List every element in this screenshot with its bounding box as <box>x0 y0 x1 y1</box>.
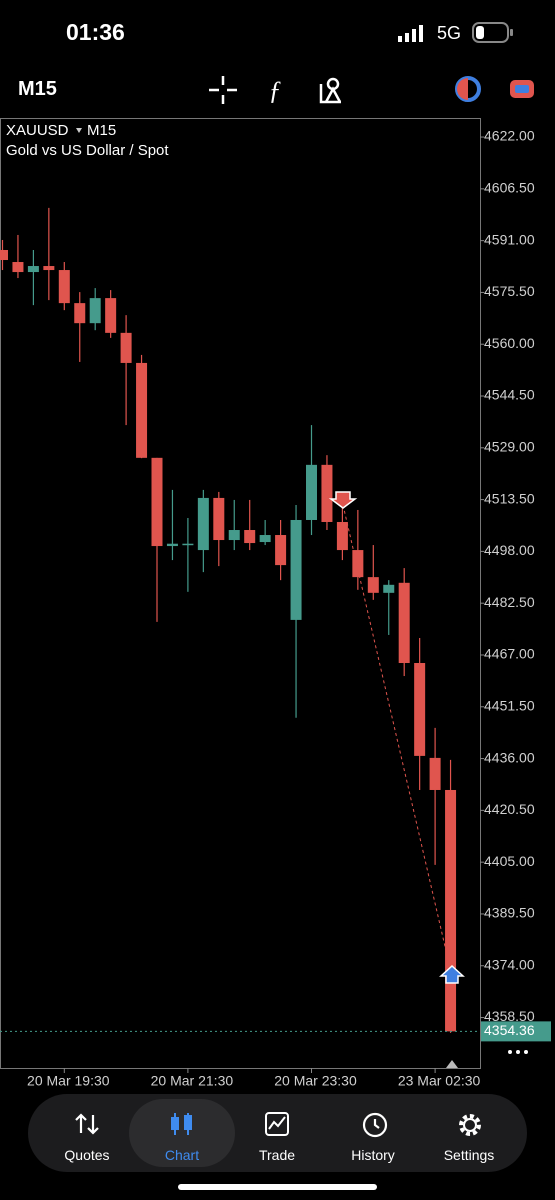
y-tick-label: 4622.00 <box>484 128 535 144</box>
candle-body <box>12 262 24 273</box>
candle-body <box>213 497 225 541</box>
chart-timeframe: M15 <box>87 122 116 139</box>
buy-marker <box>439 964 465 984</box>
nav-chart[interactable]: Chart <box>129 1099 235 1167</box>
y-tick-label: 4467.00 <box>484 646 535 662</box>
signal-icon <box>398 25 423 42</box>
nav-label: Trade <box>258 1147 296 1163</box>
objects-icon[interactable] <box>319 77 342 104</box>
network: 5G <box>437 23 462 43</box>
x-tick-label: 20 Mar 19:30 <box>27 1073 110 1089</box>
candle-body <box>228 530 240 541</box>
candle-body <box>151 457 163 547</box>
y-tick-label: 4374.00 <box>484 956 535 972</box>
y-tick-label: 4606.50 <box>484 180 535 196</box>
candle-body <box>182 543 194 546</box>
candle-body <box>306 464 317 520</box>
trade-icon[interactable] <box>510 80 534 98</box>
candle-body <box>105 298 117 333</box>
nav-label: History <box>351 1147 395 1163</box>
x-tick-label: 20 Mar 23:30 <box>274 1073 357 1089</box>
scroll-marker[interactable] <box>446 1060 458 1068</box>
candle-body <box>445 789 457 1032</box>
battery-icon <box>472 22 513 43</box>
candle-body <box>321 464 333 522</box>
trade-icon <box>265 1112 289 1136</box>
bottom-nav: Quotes Chart Trade History Settings <box>28 1094 527 1172</box>
candle-body <box>58 270 70 304</box>
history-icon <box>362 1112 388 1138</box>
candle-body <box>414 663 426 756</box>
y-tick-label: 4482.50 <box>484 594 535 610</box>
candle-body <box>27 266 39 273</box>
y-tick-label: 4389.50 <box>484 905 535 921</box>
indicator-icon[interactable]: ƒ <box>269 76 282 105</box>
y-tick-label: 4529.00 <box>484 439 535 455</box>
candle-body <box>244 530 256 544</box>
y-tick-label: 4513.50 <box>484 490 535 506</box>
x-tick-label: 23 Mar 02:30 <box>398 1073 481 1089</box>
candle-body <box>43 266 55 271</box>
candle-body <box>120 332 132 363</box>
more-icon[interactable] <box>508 1050 528 1054</box>
nav-label: Chart <box>164 1147 200 1163</box>
candle-body <box>259 535 271 543</box>
x-tick-label: 20 Mar 21:30 <box>151 1073 234 1089</box>
y-tick-label: 4420.50 <box>484 801 535 817</box>
sell-marker <box>328 491 358 509</box>
y-tick-label: 4544.50 <box>484 387 535 403</box>
y-tick-label: 4405.00 <box>484 853 535 869</box>
candle-body <box>166 543 178 547</box>
nav-quotes[interactable]: Quotes <box>34 1099 140 1167</box>
y-tick-label: 4358.50 <box>484 1008 535 1024</box>
candle-body <box>398 582 410 664</box>
clock: 01:36 <box>66 19 125 45</box>
candle-body <box>275 535 287 566</box>
home-indicator <box>178 1184 377 1190</box>
nav-history[interactable]: History <box>320 1099 426 1167</box>
symbol-dropdown[interactable] <box>76 128 82 133</box>
nav-settings[interactable]: Settings <box>416 1099 522 1167</box>
y-tick-label: 4436.00 <box>484 749 535 765</box>
settings-icon <box>459 1114 481 1136</box>
candle-body <box>336 521 348 551</box>
y-tick-label: 4451.50 <box>484 697 535 713</box>
chart-icon <box>171 1113 192 1135</box>
chart-subtitle: Gold vs US Dollar / Spot <box>6 142 169 159</box>
y-tick-label: 4575.50 <box>484 283 535 299</box>
candle-body <box>352 550 364 578</box>
chart-frame <box>0 118 481 1069</box>
nav-label: Quotes <box>64 1147 110 1163</box>
one-click-icon[interactable] <box>455 76 481 102</box>
last-price-box <box>481 1021 551 1042</box>
candle-body <box>197 497 209 551</box>
timeframe-button[interactable]: M15 <box>18 78 57 100</box>
chart[interactable]: XAUUSD M15 Gold vs US Dollar / Spot 4622… <box>0 0 555 1095</box>
account-icons <box>455 76 534 102</box>
candle-body <box>136 362 148 458</box>
last-price-label: 4354.36 <box>484 1022 535 1038</box>
nav-trade[interactable]: Trade <box>224 1099 330 1167</box>
candle-body <box>367 577 379 593</box>
y-tick-label: 4560.00 <box>484 335 535 351</box>
candle-body <box>383 584 395 593</box>
candle-body <box>290 519 302 620</box>
crosshair-icon[interactable] <box>209 76 237 104</box>
symbol: XAUUSD <box>6 122 69 139</box>
candle-body <box>89 298 101 324</box>
toolbar-icons: ƒ <box>209 76 342 105</box>
y-tick-label: 4498.00 <box>484 542 535 558</box>
y-tick-label: 4591.00 <box>484 231 535 247</box>
candle-body <box>0 249 8 261</box>
trade-line <box>342 504 448 956</box>
candle-body <box>429 757 441 790</box>
candle-body <box>74 303 86 324</box>
nav-label: Settings <box>443 1147 495 1163</box>
quotes-icon <box>75 1113 99 1135</box>
plot: 4622.00 4606.50 4591.00 4575.50 4560.00 4544.… <box>0 128 551 1089</box>
